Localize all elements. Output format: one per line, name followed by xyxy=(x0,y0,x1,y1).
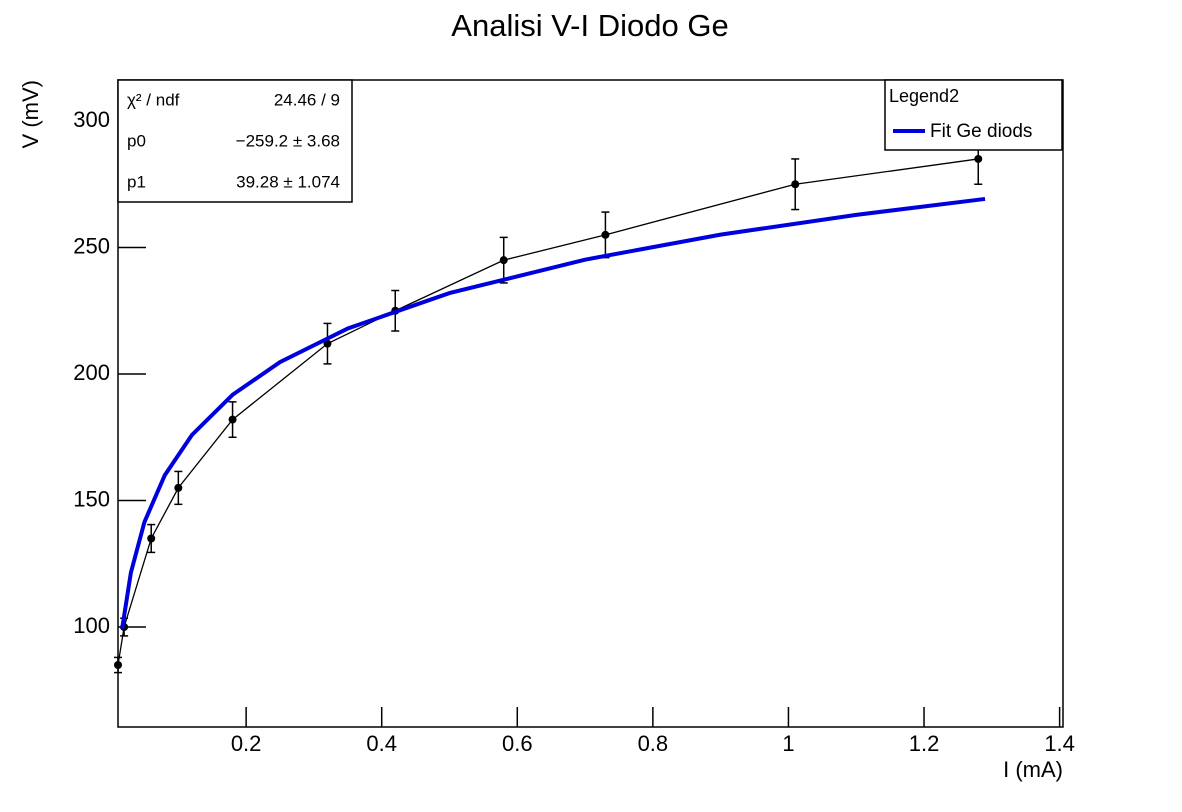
stats-box xyxy=(117,79,353,203)
y-tick-label: 200 xyxy=(73,360,110,385)
data-point xyxy=(114,661,122,670)
stats-label: χ² / ndf xyxy=(127,90,180,109)
x-tick-label: 1 xyxy=(782,731,794,756)
y-axis-label: V (mV) xyxy=(18,80,43,148)
stats-value: 39.28 ± 1.074 xyxy=(236,172,340,191)
stats-value: 24.46 / 9 xyxy=(274,90,340,109)
y-tick-label: 100 xyxy=(73,613,110,638)
legend-title: Legend2 xyxy=(889,86,959,106)
y-tick-label: 300 xyxy=(73,107,110,132)
x-tick-label: 1.2 xyxy=(909,731,940,756)
data-point xyxy=(974,154,983,163)
data-point xyxy=(228,415,237,424)
x-tick-label: 0.8 xyxy=(638,731,669,756)
data-point xyxy=(499,256,508,265)
stats-label: p0 xyxy=(127,131,146,150)
x-tick-label: 0.2 xyxy=(231,731,262,756)
stats-label: p1 xyxy=(127,172,146,191)
x-tick-label: 0.4 xyxy=(366,731,397,756)
fit-curve xyxy=(120,196,986,630)
x-axis-label: I (mA) xyxy=(1003,757,1063,782)
legend-box xyxy=(884,79,1063,151)
x-tick-label: 1.4 xyxy=(1044,731,1075,756)
data-point xyxy=(174,483,183,492)
y-tick-label: 250 xyxy=(73,233,110,258)
legend-label: Fit Ge diods xyxy=(930,121,1032,142)
plot-frame xyxy=(117,79,1064,728)
data-point xyxy=(147,534,156,543)
data-point xyxy=(791,180,800,189)
data-line xyxy=(117,158,979,666)
stats-value: −259.2 ± 3.68 xyxy=(236,131,340,150)
x-tick-label: 0.6 xyxy=(502,731,533,756)
data-point xyxy=(601,230,610,239)
chart-title: Analisi V-I Diodo Ge xyxy=(451,8,728,43)
y-tick-label: 150 xyxy=(73,486,110,511)
